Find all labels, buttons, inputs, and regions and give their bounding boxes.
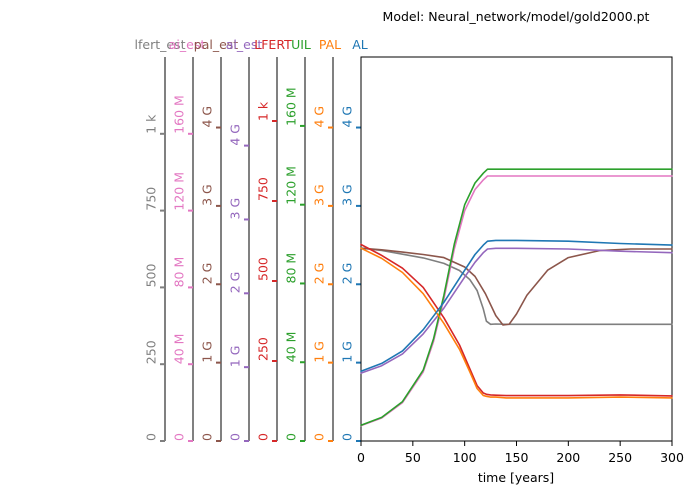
y-tick-label: 2 G xyxy=(228,272,243,294)
y-tick-label: 4 G xyxy=(312,106,327,128)
y-tick-label: 3 G xyxy=(200,184,215,206)
y-tick-label: 0 xyxy=(228,433,243,441)
y-tick-label: 80 M xyxy=(172,257,187,288)
y-tick-label: 2 G xyxy=(200,263,215,285)
y-tick-label: 500 xyxy=(144,263,159,287)
y-tick-label: 160 M xyxy=(284,87,299,126)
y-tick-label: 1 G xyxy=(340,341,355,363)
y-axis-label: ai_est xyxy=(169,37,206,52)
y-tick-label: 2 G xyxy=(340,263,355,285)
y-tick-label: 1 G xyxy=(312,341,327,363)
y-tick-label: 0 xyxy=(312,433,327,441)
y-axes: 0 250 500 750 1 k lfert_est 0 40 M 80 M 120 M 160 … xyxy=(135,37,368,442)
y-axis-al_est: 0 1 G 2 G 3 G 4 G al_est xyxy=(226,37,263,442)
y-tick-label: 3 G xyxy=(228,198,243,220)
x-tick-label: 0 xyxy=(357,450,365,465)
y-tick-label: 0 xyxy=(284,433,299,441)
chart-title: Model: Neural_network/model/gold2000.pt xyxy=(383,9,650,24)
y-axis-AL: 0 1 G 2 G 3 G 4 G AL xyxy=(340,37,368,442)
x-tick-label: 100 xyxy=(453,450,477,465)
y-tick-label: 750 xyxy=(144,187,159,211)
y-axis-label: PAL xyxy=(319,37,341,52)
y-tick-label: 1 k xyxy=(256,101,271,121)
x-tick-label: 150 xyxy=(505,450,529,465)
y-axis-PAL: 0 1 G 2 G 3 G 4 G PAL xyxy=(312,37,341,442)
x-tick-label: 200 xyxy=(556,450,580,465)
x-tick-label: 250 xyxy=(608,450,632,465)
y-tick-label: 0 xyxy=(200,433,215,441)
y-axis-label: lfert_est xyxy=(135,37,186,52)
y-tick-label: 4 G xyxy=(228,124,243,146)
y-tick-label: 250 xyxy=(256,337,271,361)
series-line-LFERT xyxy=(360,243,673,397)
y-axis-label: UIL xyxy=(291,37,311,52)
y-axis-pal_est: 0 1 G 2 G 3 G 4 G pal_est xyxy=(194,37,239,442)
y-tick-label: 2 G xyxy=(312,263,327,285)
y-tick-label: 40 M xyxy=(284,332,299,363)
x-axis: 0 50 100 150 200 250 300 xyxy=(357,441,684,465)
y-tick-label: 4 G xyxy=(200,106,215,128)
y-tick-label: 0 xyxy=(144,433,159,441)
series-line-AL xyxy=(360,239,673,373)
y-tick-label: 0 xyxy=(256,433,271,441)
y-tick-label: 1 k xyxy=(144,114,159,134)
x-tick-label: 300 xyxy=(660,450,684,465)
series-line-ai_est xyxy=(360,175,673,427)
x-tick-label: 50 xyxy=(405,450,421,465)
y-tick-label: 750 xyxy=(256,177,271,201)
y-tick-label: 120 M xyxy=(172,172,187,211)
series-line-pal_est xyxy=(360,247,673,326)
series-line-PAL xyxy=(360,247,673,399)
series-line-UIL xyxy=(360,168,673,427)
plot-area xyxy=(360,56,673,442)
series-line-al_est xyxy=(360,247,673,374)
y-tick-label: 0 xyxy=(340,433,355,441)
y-axis-label: pal_est xyxy=(194,37,239,52)
series-line-lfert_est xyxy=(360,247,673,326)
y-axis-label: AL xyxy=(352,37,368,52)
y-tick-label: 40 M xyxy=(172,334,187,365)
y-tick-label: 80 M xyxy=(284,253,299,284)
y-tick-label: 500 xyxy=(256,257,271,281)
y-tick-label: 0 xyxy=(172,433,187,441)
y-tick-label: 160 M xyxy=(172,95,187,134)
y-axis-lfert_est: 0 250 500 750 1 k lfert_est xyxy=(135,37,186,442)
y-tick-label: 1 G xyxy=(228,346,243,368)
y-axis-ai_est: 0 40 M 80 M 120 M 160 M ai_est xyxy=(169,37,206,442)
y-axis-label: LFERT xyxy=(254,37,292,52)
y-tick-label: 3 G xyxy=(340,184,355,206)
y-tick-label: 3 G xyxy=(312,184,327,206)
y-axis-UIL: 0 40 M 80 M 120 M 160 M UIL xyxy=(284,37,311,442)
y-tick-label: 1 G xyxy=(200,341,215,363)
x-axis-label: time [years] xyxy=(478,470,554,485)
y-axis-LFERT: 0 250 500 750 1 k LFERT xyxy=(254,37,292,442)
y-axis-label: al_est xyxy=(226,37,263,52)
y-tick-label: 4 G xyxy=(340,106,355,128)
y-tick-label: 120 M xyxy=(284,166,299,205)
y-tick-label: 250 xyxy=(144,340,159,364)
